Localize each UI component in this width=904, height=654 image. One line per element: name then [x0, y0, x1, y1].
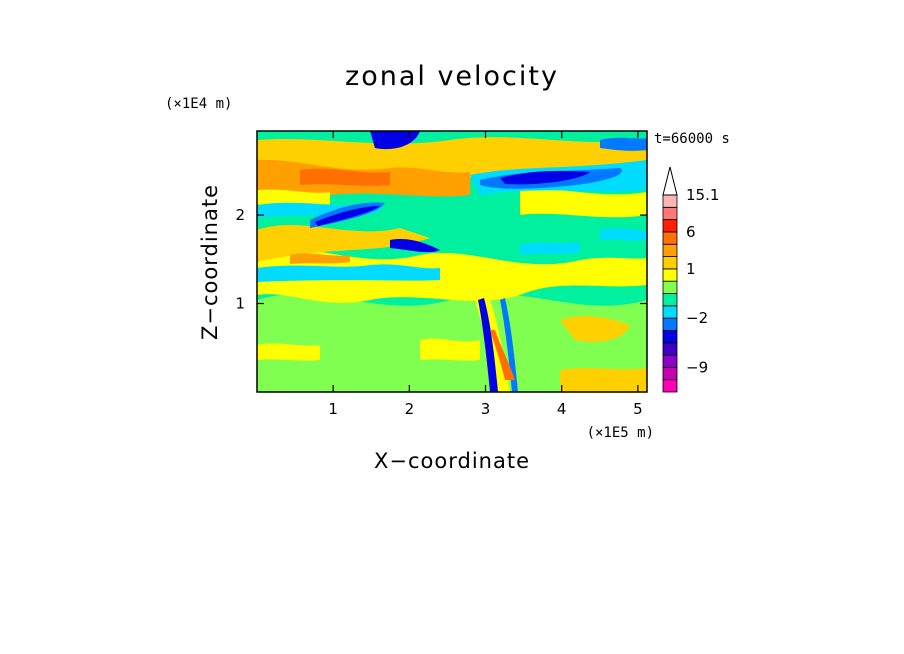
x-tick-label: 5 [633, 400, 643, 418]
colorbar-swatch [662, 354, 678, 368]
heatmap-field [257, 131, 647, 392]
colorbar-swatch [662, 342, 678, 356]
colorbar-swatch [662, 317, 678, 331]
colorbar-swatch [662, 256, 678, 270]
x-axis-label: X−coordinate [374, 449, 530, 473]
plot-frame [256, 130, 648, 393]
colorbar-swatch [662, 330, 678, 344]
colorbar-extend-arrow [662, 166, 678, 196]
x-tick-label: 3 [481, 400, 491, 418]
colorbar-swatch [662, 379, 678, 393]
colorbar-tick-label: −9 [686, 358, 708, 376]
time-label: t=66000 s [654, 131, 730, 147]
colorbar-tick-label: 1 [686, 260, 696, 278]
y-axis: 12 [235, 206, 647, 313]
x-axis: 1 2 3 4 5 [328, 131, 643, 418]
colorbar-swatch [662, 366, 678, 381]
y-tick-label: 1 [235, 295, 245, 313]
colorbar-swatch [662, 194, 678, 208]
y-unit-label: (×1E4 m) [165, 96, 232, 112]
colorbar-swatch [662, 219, 678, 233]
colorbar-tick-label: 6 [686, 223, 696, 241]
colorbar-swatch [662, 268, 678, 282]
colorbar-swatch [662, 280, 678, 294]
colorbar-tick-label: −2 [686, 309, 708, 327]
colorbar-swatch [662, 293, 678, 307]
colorbar: 15.1 6 1 −2 −9 [662, 166, 719, 393]
y-tick-label: 2 [235, 206, 245, 224]
chart-title: zonal velocity [345, 61, 559, 92]
colorbar-swatch [662, 231, 678, 245]
x-tick-label: 2 [405, 400, 415, 418]
colorbar-swatch [662, 243, 678, 257]
colorbar-tick-label: 15.1 [686, 186, 719, 204]
x-tick-label: 4 [557, 400, 567, 418]
colorbar-swatch [662, 305, 678, 319]
x-tick-label: 1 [328, 400, 338, 418]
colorbar-swatch [662, 206, 678, 221]
x-unit-label: (×1E5 m) [587, 425, 654, 441]
y-axis-label: Z−coordinate [198, 184, 222, 340]
